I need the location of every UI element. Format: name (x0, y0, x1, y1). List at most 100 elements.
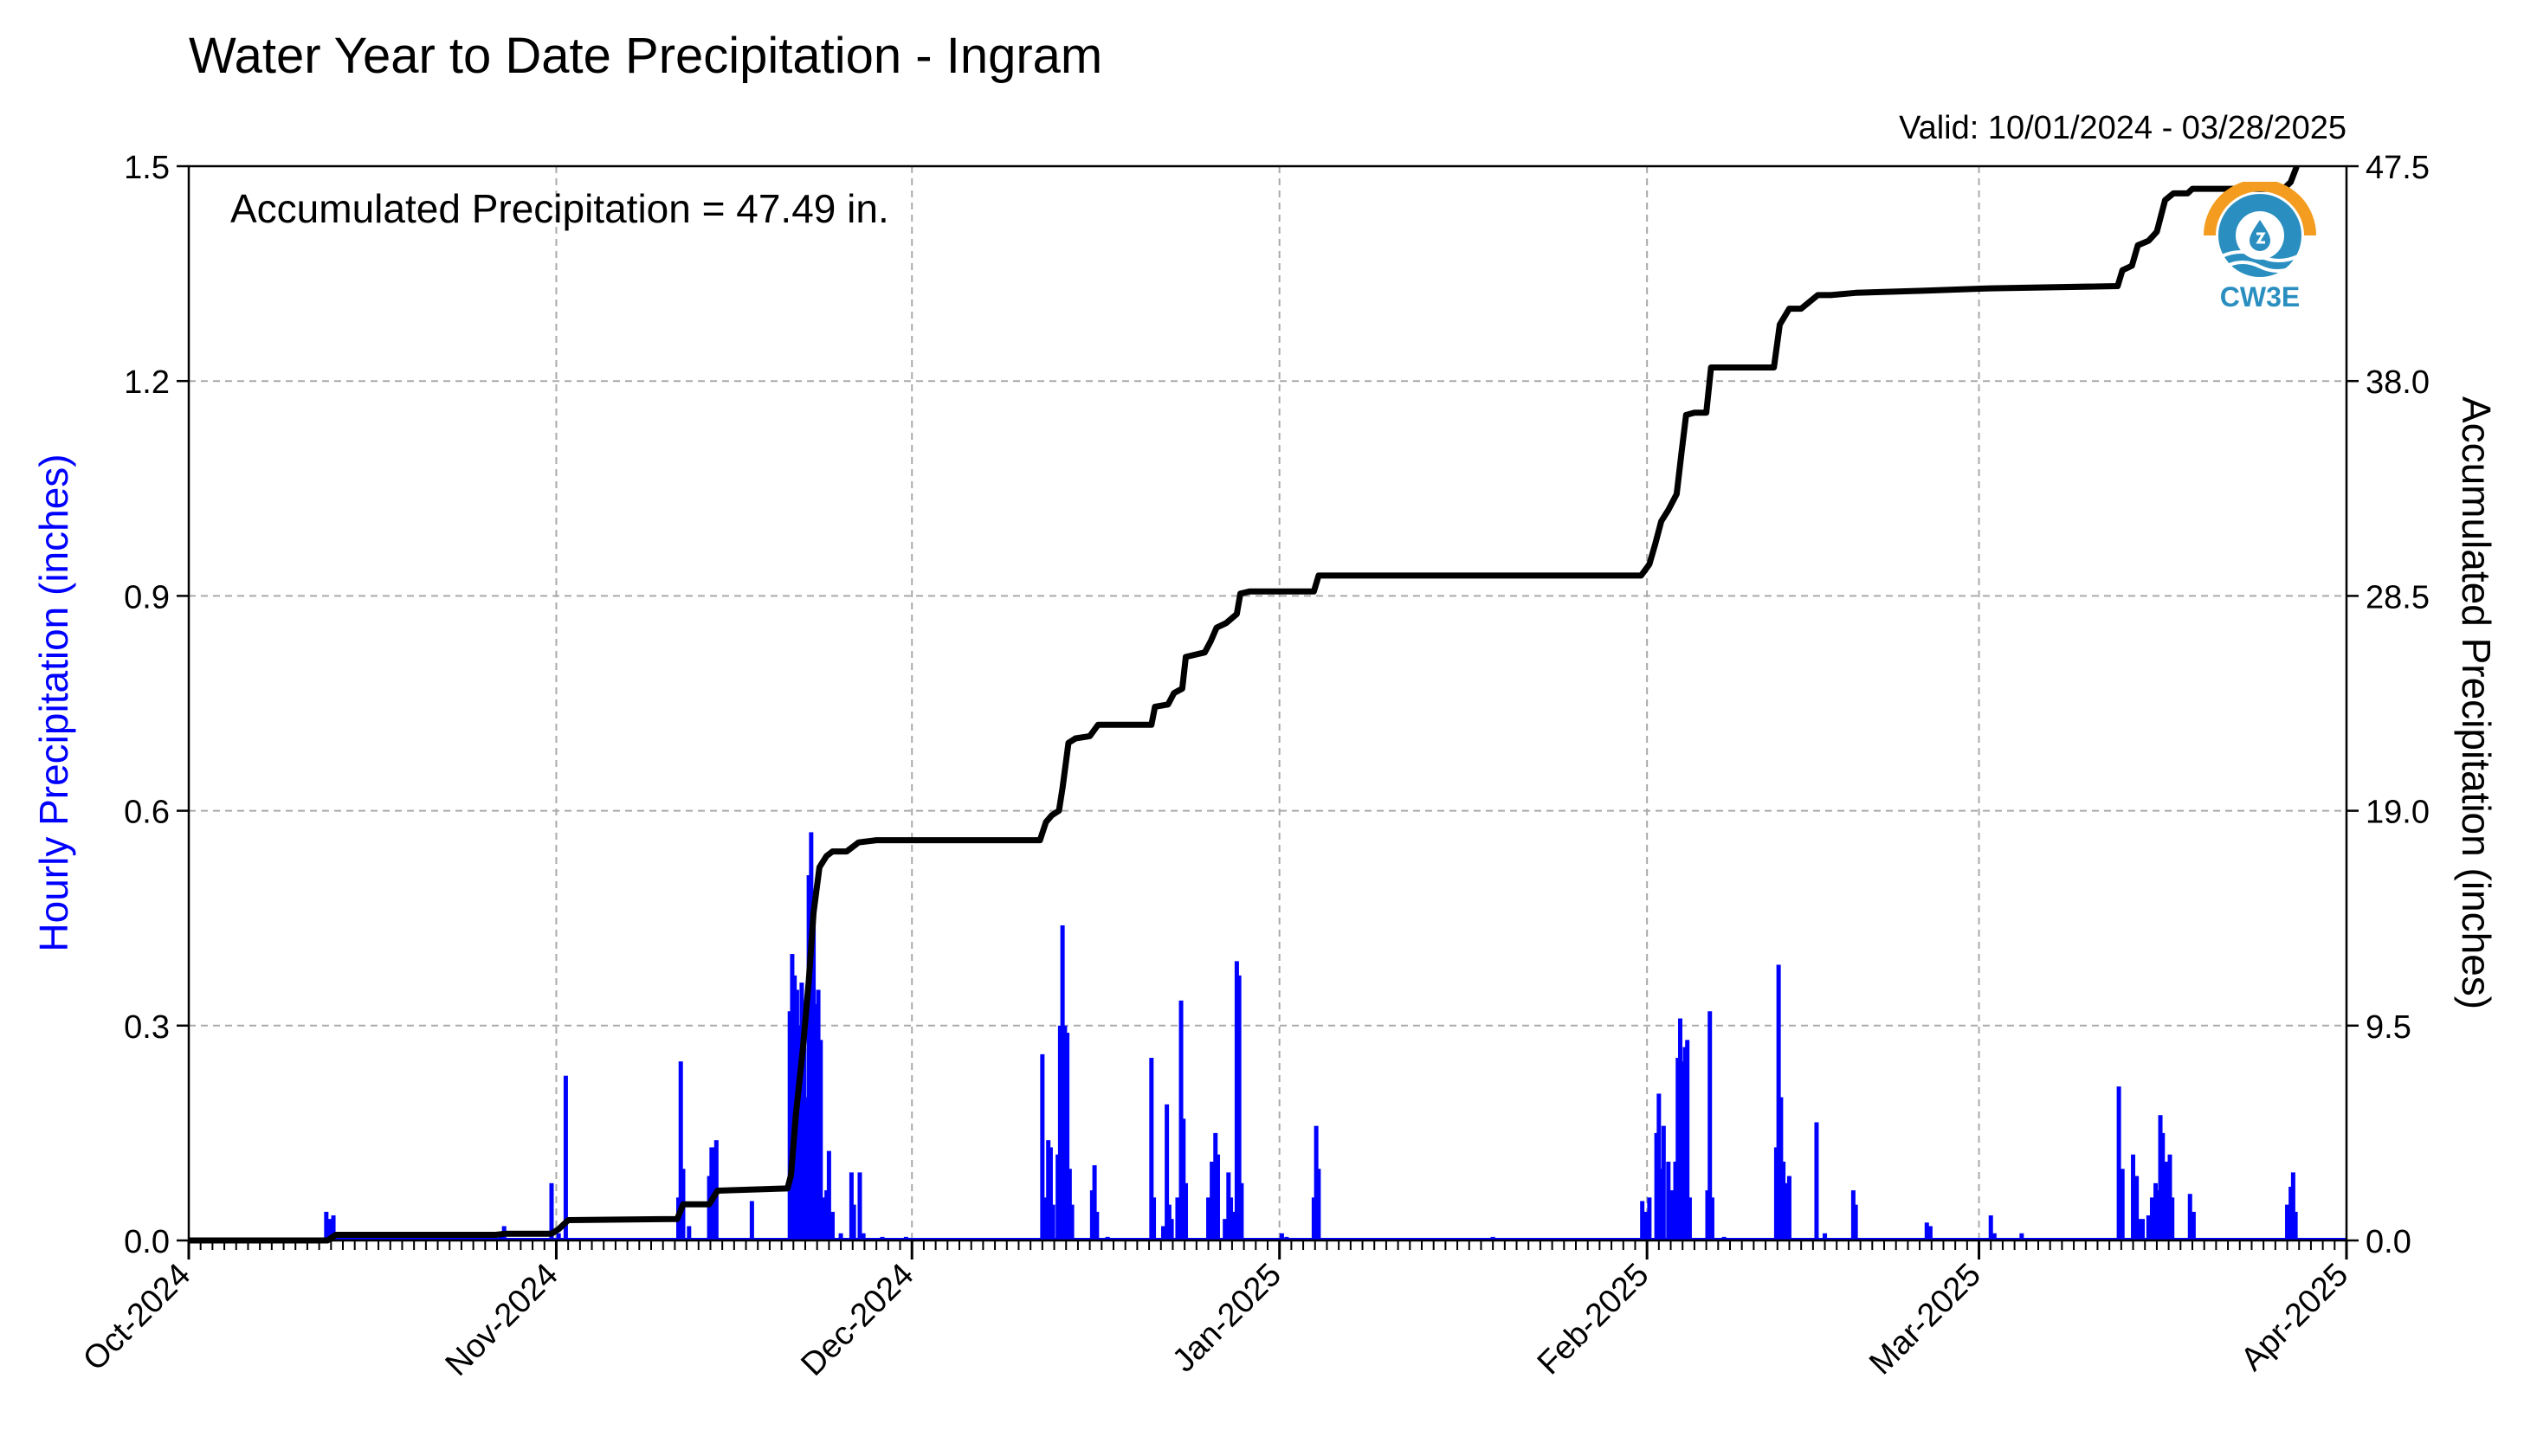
hourly-bar (1659, 1169, 1664, 1240)
hourly-bar (1675, 1058, 1681, 1240)
hourly-bar (1705, 1190, 1710, 1240)
hourly-bar (1046, 1140, 1051, 1240)
hourly-bar (1223, 1219, 1228, 1240)
hourly-bar (1850, 1190, 1856, 1240)
hourly-bar (1316, 1169, 1321, 1240)
right-tick-label: 47.5 (2366, 150, 2430, 186)
hourly-bar (1823, 1233, 1828, 1240)
hourly-bar (1043, 1197, 1049, 1240)
hourly-bar (799, 982, 804, 1240)
hourly-bar (2187, 1194, 2192, 1240)
hourly-bar (1161, 1226, 1166, 1240)
hourly-bar (1670, 1190, 1675, 1240)
hourly-bar (2293, 1211, 2298, 1240)
hourly-bar (829, 1211, 835, 1240)
hourly-bar (1666, 1161, 1671, 1240)
right-tick-label: 38.0 (2366, 364, 2430, 401)
hourly-bar (1669, 1190, 1674, 1240)
hourly-bar (2170, 1197, 2175, 1240)
hourly-bar (1311, 1197, 1316, 1240)
hourly-bar (327, 1219, 332, 1240)
x-tick-label: Feb-2025 (1531, 1257, 1656, 1382)
cw3e-logo: CW3E (2199, 179, 2321, 312)
hourly-bar (1236, 975, 1242, 1240)
hourly-bar (1927, 1226, 1933, 1240)
hourly-bar (1181, 1118, 1186, 1240)
hourly-bar (1687, 1197, 1692, 1240)
hourly-bar (1709, 1197, 1714, 1240)
hourly-bar (1050, 1204, 1055, 1240)
hourly-bar (687, 1226, 692, 1240)
x-tick-label: Mar-2025 (1862, 1257, 1988, 1382)
left-tick-label: 0.6 (124, 795, 170, 831)
hourly-bar (2290, 1172, 2295, 1240)
hourly-bar (1924, 1222, 1929, 1240)
hourly-bar (1314, 1125, 1319, 1240)
hourly-bar (324, 1211, 329, 1240)
hourly-bar (1781, 1161, 1786, 1240)
accumulated-annotation: Accumulated Precipitation = 47.49 in. (230, 186, 889, 231)
hourly-bar (1048, 1147, 1053, 1240)
hourly-bar (2285, 1204, 2290, 1240)
hourly-bar (1783, 1182, 1788, 1240)
hourly-bar (849, 1172, 854, 1240)
hourly-bars (189, 832, 2346, 1240)
hourly-bar (1210, 1161, 1215, 1240)
hourly-bar (1206, 1197, 1211, 1240)
hourly-bar (1707, 1011, 1713, 1240)
hourly-bar (1089, 1190, 1094, 1240)
logo-text: CW3E (2220, 281, 2300, 312)
hourly-bar (1092, 1165, 1097, 1240)
hourly-bar (331, 1215, 336, 1240)
hourly-bar (1677, 1018, 1682, 1240)
hourly-bar (2155, 1190, 2160, 1240)
hourly-bar (1213, 1132, 1218, 1240)
hourly-bar (1234, 961, 1239, 1240)
hourly-bar (851, 1204, 856, 1240)
left-tick-label: 1.2 (124, 364, 170, 401)
hourly-bar (797, 1025, 802, 1240)
left-y-axis: 0.0 0.3 0.6 0.9 1.2 1.5 (124, 150, 189, 1260)
hourly-bar (838, 1233, 843, 1240)
left-tick-label: 0.3 (124, 1009, 170, 1046)
hourly-bar (1680, 1061, 1685, 1240)
hourly-bar (821, 1197, 826, 1240)
hourly-bar (1239, 1182, 1244, 1240)
x-tick-label: Oct-2024 (76, 1257, 197, 1378)
hourly-bar (1067, 1169, 1072, 1240)
hourly-bar (2160, 1132, 2166, 1240)
right-y-axis: 0.0 9.5 19.0 28.5 38.0 47.5 (2346, 150, 2430, 1260)
hourly-bar (1069, 1204, 1075, 1240)
hourly-bar (1773, 1147, 1778, 1240)
hourly-bar (563, 1075, 568, 1240)
hourly-bar (813, 1003, 818, 1240)
hourly-bar (1853, 1204, 1858, 1240)
right-tick-label: 9.5 (2366, 1009, 2411, 1046)
hourly-bar (1060, 924, 1065, 1240)
x-axis: Oct-2024 Nov-2024 Dec-2024 Jan-2025 Feb-2025… (76, 1240, 2355, 1383)
hourly-bar (861, 1233, 866, 1240)
hourly-bar (1778, 1097, 1784, 1240)
hourly-bar (1226, 1172, 1231, 1240)
hourly-bar (1175, 1197, 1180, 1240)
hourly-bar (1991, 1233, 1997, 1240)
hourly-bar (802, 1047, 807, 1240)
hourly-bar (2191, 1211, 2196, 1240)
hourly-bar (2131, 1154, 2136, 1240)
x-tick-label: Dec-2024 (794, 1257, 920, 1383)
hourly-bar (790, 954, 795, 1240)
hourly-bar (2158, 1115, 2163, 1240)
hourly-bar (1094, 1211, 1100, 1240)
right-axis-label: Accumulated Precipitation (inches) (2454, 396, 2499, 1009)
hourly-bar (809, 832, 814, 1240)
left-tick-label: 1.5 (124, 150, 170, 186)
hourly-bar (1215, 1154, 1220, 1240)
accumulated-line (189, 165, 2300, 1244)
hourly-bar (1776, 964, 1781, 1240)
hourly-bar (1166, 1204, 1172, 1240)
hourly-bar (2140, 1219, 2145, 1240)
hourly-bar (816, 989, 821, 1240)
x-tick-label: Jan-2025 (1165, 1257, 1288, 1380)
hourly-bar (1673, 1161, 1678, 1240)
